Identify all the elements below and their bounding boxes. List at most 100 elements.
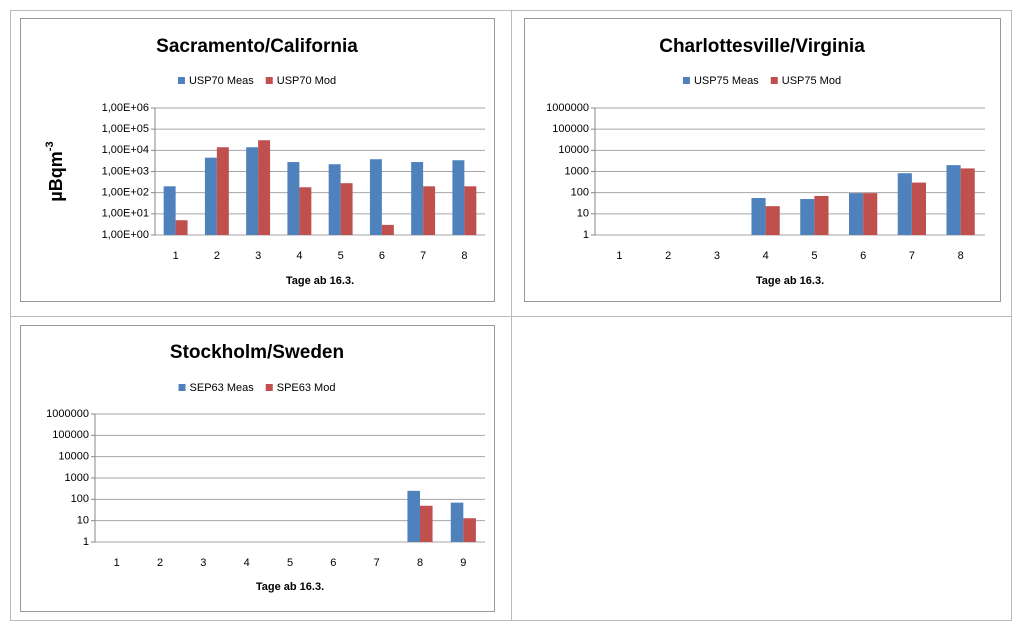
bar bbox=[216, 147, 229, 235]
bar bbox=[464, 186, 477, 235]
chart-box bbox=[20, 325, 495, 612]
bar bbox=[960, 168, 975, 235]
x-tick-label: 8 bbox=[417, 557, 423, 569]
bar bbox=[369, 159, 382, 235]
y-tick-label: 1000000 bbox=[546, 102, 589, 114]
legend-label: USP75 Meas bbox=[694, 75, 759, 87]
bar bbox=[450, 502, 464, 542]
legend-label: USP70 Mod bbox=[277, 75, 336, 87]
x-axis-label: Tage ab 16.3. bbox=[286, 275, 354, 287]
legend-swatch bbox=[770, 77, 778, 84]
x-axis-label: Tage ab 16.3. bbox=[756, 275, 824, 287]
x-axis-label: Tage ab 16.3. bbox=[256, 581, 324, 593]
x-tick-label: 7 bbox=[909, 250, 915, 262]
x-tick-label: 3 bbox=[200, 557, 206, 569]
bar bbox=[340, 183, 353, 235]
bar bbox=[381, 224, 394, 235]
bar bbox=[246, 147, 259, 235]
x-tick-label: 5 bbox=[287, 557, 293, 569]
x-tick-label: 3 bbox=[255, 250, 261, 262]
chart-box bbox=[524, 18, 1001, 302]
x-tick-label: 2 bbox=[665, 250, 671, 262]
y-tick-label: 10000 bbox=[558, 144, 589, 156]
bar bbox=[814, 195, 829, 235]
x-tick-label: 6 bbox=[860, 250, 866, 262]
legend-label: SEP63 Meas bbox=[190, 382, 255, 394]
legend-swatch bbox=[178, 384, 186, 391]
x-tick-label: 3 bbox=[714, 250, 720, 262]
y-axis-label: µBqm-3 bbox=[44, 141, 66, 201]
y-tick-label: 100000 bbox=[52, 429, 89, 441]
y-tick-label: 100000 bbox=[552, 123, 589, 135]
legend-label: USP70 Meas bbox=[189, 75, 254, 87]
bar bbox=[258, 140, 271, 235]
bar bbox=[299, 187, 312, 235]
x-tick-label: 5 bbox=[811, 250, 817, 262]
bar bbox=[863, 193, 878, 235]
x-tick-label: 5 bbox=[338, 250, 344, 262]
legend-swatch bbox=[265, 77, 273, 84]
bar bbox=[163, 186, 176, 235]
legend-swatch bbox=[682, 77, 690, 84]
y-axis-label-base: µBqm bbox=[46, 151, 66, 201]
y-tick-label: 1,00E+05 bbox=[102, 123, 149, 135]
y-tick-label: 100 bbox=[71, 493, 89, 505]
bar bbox=[420, 505, 433, 542]
chart-title: Sacramento/California bbox=[156, 36, 358, 57]
bar bbox=[407, 490, 420, 542]
bar bbox=[423, 186, 436, 235]
y-tick-label: 1 bbox=[83, 536, 89, 548]
bar bbox=[765, 206, 780, 235]
bar bbox=[463, 518, 476, 542]
x-tick-label: 8 bbox=[958, 250, 964, 262]
x-tick-label: 2 bbox=[214, 250, 220, 262]
y-tick-label: 1 bbox=[583, 229, 589, 241]
bar bbox=[452, 160, 465, 235]
y-tick-label: 1,00E+06 bbox=[102, 102, 149, 114]
x-tick-label: 6 bbox=[379, 250, 385, 262]
bar bbox=[946, 165, 961, 235]
x-tick-label: 4 bbox=[244, 557, 250, 569]
x-tick-label: 8 bbox=[461, 250, 467, 262]
x-tick-label: 7 bbox=[374, 557, 380, 569]
bar bbox=[911, 182, 927, 235]
y-tick-label: 1,00E+02 bbox=[102, 187, 149, 199]
y-tick-label: 10 bbox=[577, 208, 589, 220]
bar bbox=[328, 164, 341, 235]
bar bbox=[204, 157, 217, 235]
bar bbox=[287, 162, 300, 235]
y-axis-label-exp: -3 bbox=[44, 141, 56, 151]
x-tick-label: 4 bbox=[296, 250, 302, 262]
y-tick-label: 1,00E+04 bbox=[102, 144, 149, 156]
bar bbox=[848, 193, 864, 235]
y-tick-label: 10000 bbox=[58, 451, 89, 463]
y-tick-label: 100 bbox=[571, 187, 589, 199]
bar bbox=[897, 173, 912, 235]
chart-title: Charlottesville/Virginia bbox=[659, 36, 865, 57]
y-tick-label: 1,00E+01 bbox=[102, 208, 149, 220]
x-tick-label: 9 bbox=[460, 557, 466, 569]
y-tick-label: 1000 bbox=[65, 472, 89, 484]
x-tick-label: 4 bbox=[763, 250, 769, 262]
x-tick-label: 1 bbox=[114, 557, 120, 569]
y-tick-label: 10 bbox=[77, 515, 89, 527]
x-tick-label: 1 bbox=[616, 250, 622, 262]
y-tick-label: 1,00E+03 bbox=[102, 165, 149, 177]
legend-swatch bbox=[265, 384, 273, 391]
y-tick-label: 1000 bbox=[565, 165, 589, 177]
y-tick-label: 1,00E+00 bbox=[102, 229, 149, 241]
chart-title: Stockholm/Sweden bbox=[170, 342, 344, 363]
legend-label: SPE63 Mod bbox=[277, 382, 336, 394]
x-tick-label: 1 bbox=[173, 250, 179, 262]
x-tick-label: 7 bbox=[420, 250, 426, 262]
bar bbox=[800, 199, 815, 235]
bar bbox=[411, 162, 424, 235]
legend-label: USP75 Mod bbox=[782, 75, 841, 87]
x-tick-label: 6 bbox=[330, 557, 336, 569]
legend-swatch bbox=[177, 77, 185, 84]
x-tick-label: 2 bbox=[157, 557, 163, 569]
bar bbox=[175, 220, 188, 235]
bar bbox=[751, 197, 766, 235]
y-tick-label: 1000000 bbox=[46, 408, 89, 420]
